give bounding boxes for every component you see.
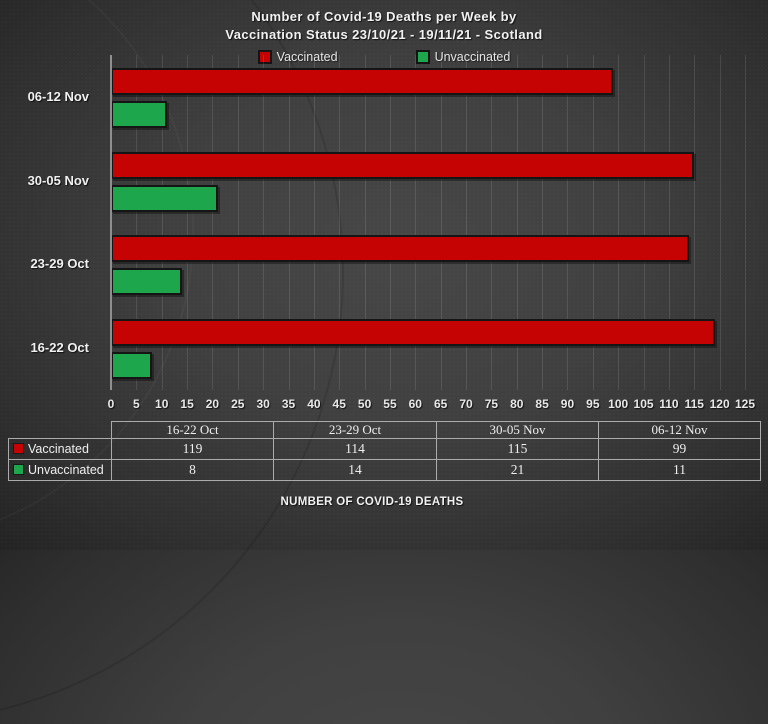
unvaccinated-color-swatch-icon xyxy=(13,464,24,475)
y-category-label-06-12-nov: 06-12 Nov xyxy=(27,89,89,104)
gridline-x-70 xyxy=(466,55,468,390)
data-table: 16-22 Oct 23-29 Oct 30-05 Nov 06-12 Nov Vacc… xyxy=(8,421,761,481)
x-tick-label-65: 65 xyxy=(433,397,448,411)
table-header-30-05-nov: 30-05 Nov xyxy=(436,421,599,439)
gridline-x-45 xyxy=(339,55,341,390)
x-tick-label-20: 20 xyxy=(205,397,220,411)
table-value-vaccinated-30-05-nov: 115 xyxy=(436,438,599,460)
table-value-unvaccinated-16-22-oct: 8 xyxy=(111,459,274,481)
table-row-label-vaccinated: Vaccinated xyxy=(8,438,112,460)
x-tick-label-60: 60 xyxy=(408,397,422,411)
x-tick-label-70: 70 xyxy=(459,397,473,411)
x-tick-label-55: 55 xyxy=(383,397,397,411)
legend-label-vaccinated: Vaccinated xyxy=(276,50,338,64)
chart-title-line-1: Number of Covid-19 Deaths per Week by xyxy=(251,9,517,24)
gridline-x-5 xyxy=(136,55,138,390)
gridline-x-100 xyxy=(618,55,620,390)
x-tick-label-10: 10 xyxy=(155,397,169,411)
table-value-unvaccinated-06-12-nov: 11 xyxy=(598,459,761,481)
y-axis-line xyxy=(110,55,112,390)
gridline-x-125 xyxy=(745,55,746,390)
table-header-06-12-nov: 06-12 Nov xyxy=(598,421,761,439)
x-tick-label-25: 25 xyxy=(231,397,245,411)
table-header-row: 16-22 Oct 23-29 Oct 30-05 Nov 06-12 Nov xyxy=(9,421,761,439)
bar-vaccinated-30-05-nov xyxy=(111,152,694,179)
legend-item-unvaccinated: Unvaccinated xyxy=(415,50,511,64)
gridline-x-50 xyxy=(364,55,366,390)
bar-unvaccinated-30-05-nov xyxy=(111,185,218,212)
gridline-x-115 xyxy=(694,55,696,390)
gridline-x-55 xyxy=(389,55,391,390)
gridline-x-20 xyxy=(212,55,214,390)
unvaccinated-color-swatch-icon xyxy=(415,50,430,64)
table-value-vaccinated-23-29-oct: 114 xyxy=(273,438,437,460)
bar-unvaccinated-23-29-oct xyxy=(111,268,182,295)
gridline-x-105 xyxy=(643,55,645,390)
x-tick-label-110: 110 xyxy=(659,397,679,411)
gridline-x-15 xyxy=(187,55,189,390)
x-tick-label-35: 35 xyxy=(281,397,296,411)
vaccinated-color-swatch-icon xyxy=(257,50,272,64)
x-tick-label-90: 90 xyxy=(560,397,575,411)
x-tick-label-80: 80 xyxy=(510,397,524,411)
gridline-x-95 xyxy=(592,55,594,390)
bar-vaccinated-23-29-oct xyxy=(111,235,689,262)
gridline-x-120 xyxy=(719,55,721,390)
table-value-vaccinated-06-12-nov: 99 xyxy=(598,438,761,460)
gridline-x-60 xyxy=(415,55,417,390)
gridline-x-40 xyxy=(313,55,315,390)
gridline-x-35 xyxy=(288,55,290,390)
bar-vaccinated-06-12-nov xyxy=(111,68,613,95)
gridline-x-30 xyxy=(263,55,265,390)
gridline-x-75 xyxy=(491,55,493,390)
legend-item-vaccinated: Vaccinated xyxy=(257,50,338,64)
y-category-label-16-22-oct: 16-22 Oct xyxy=(30,340,89,355)
table-header-16-22-oct: 16-22 Oct xyxy=(111,421,274,439)
table-row-label-unvaccinated: Unvaccinated xyxy=(8,459,112,481)
x-tick-label-85: 85 xyxy=(535,397,549,411)
gridline-x-85 xyxy=(542,55,544,390)
x-tick-label-15: 15 xyxy=(180,397,194,411)
gridline-x-80 xyxy=(516,55,518,390)
gridline-x-10 xyxy=(161,55,163,390)
table-header-23-29-oct: 23-29 Oct xyxy=(273,421,437,439)
x-tick-label-40: 40 xyxy=(307,397,321,411)
x-tick-label-30: 30 xyxy=(256,397,270,411)
plot-area xyxy=(111,55,746,390)
bar-unvaccinated-16-22-oct xyxy=(111,352,152,379)
gridline-x-25 xyxy=(237,55,239,390)
table-row-vaccinated: Vaccinated 119 114 115 99 xyxy=(8,438,761,460)
y-category-label-23-29-oct: 23-29 Oct xyxy=(30,256,89,271)
x-tick-label-75: 75 xyxy=(484,397,499,411)
gridline-x-110 xyxy=(668,55,670,390)
gridline-x-90 xyxy=(567,55,569,390)
x-tick-label-0: 0 xyxy=(107,397,115,411)
x-tick-label-100: 100 xyxy=(608,397,629,411)
bar-unvaccinated-06-12-nov xyxy=(111,101,167,128)
bar-vaccinated-16-22-oct xyxy=(111,319,715,346)
vaccinated-color-swatch-icon xyxy=(13,443,24,454)
table-value-vaccinated-16-22-oct: 119 xyxy=(111,438,274,460)
legend-label-unvaccinated: Unvaccinated xyxy=(434,50,511,64)
y-category-label-30-05-nov: 30-05 Nov xyxy=(27,173,89,188)
x-tick-label-115: 115 xyxy=(684,397,704,411)
gridline-x-65 xyxy=(440,55,442,390)
table-row-unvaccinated: Unvaccinated 8 14 21 11 xyxy=(8,459,761,481)
legend: Vaccinated Unvaccinated xyxy=(0,49,768,65)
x-tick-label-120: 120 xyxy=(709,397,730,411)
x-tick-label-105: 105 xyxy=(633,397,654,411)
x-tick-label-125: 125 xyxy=(734,397,756,411)
chart-title-line-2: Vaccination Status 23/10/21 - 19/11/21 -… xyxy=(225,27,543,42)
x-tick-label-5: 5 xyxy=(133,397,140,411)
x-tick-label-50: 50 xyxy=(357,397,372,411)
x-axis-title: NUMBER OF COVID-19 DEATHS xyxy=(280,496,464,508)
x-tick-label-95: 95 xyxy=(586,397,600,411)
y-axis-category-labels: 06-12 Nov 30-05 Nov 23-29 Oct 16-22 Oct xyxy=(0,55,100,390)
table-value-unvaccinated-30-05-nov: 21 xyxy=(436,459,599,481)
table-corner-cell xyxy=(9,422,112,439)
table-value-unvaccinated-23-29-oct: 14 xyxy=(273,459,437,481)
x-tick-label-45: 45 xyxy=(332,397,346,411)
